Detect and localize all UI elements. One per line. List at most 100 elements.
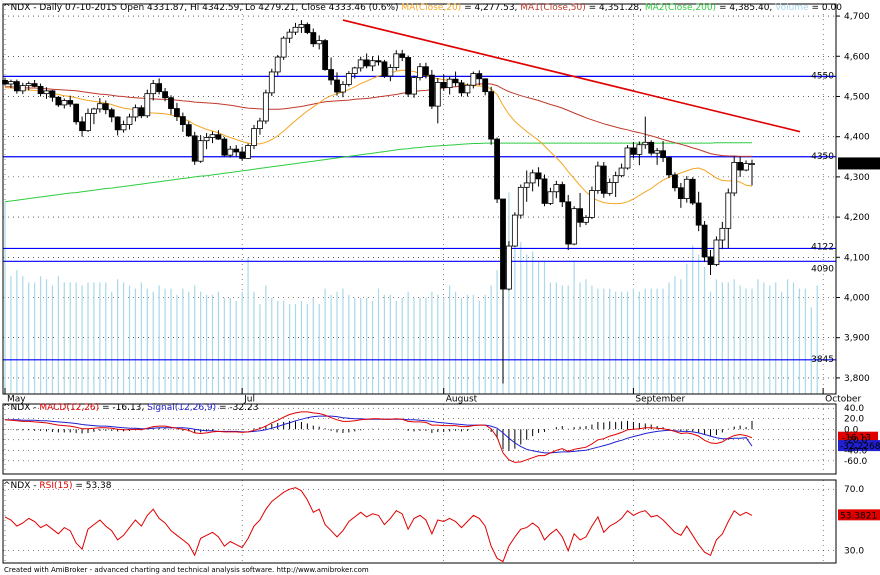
candle-body[interactable] [363, 59, 370, 67]
candle-body[interactable] [719, 227, 726, 241]
candle-body[interactable] [523, 182, 530, 188]
candle-body[interactable] [49, 90, 56, 98]
candle-body[interactable] [666, 157, 672, 176]
candle-body[interactable] [67, 100, 74, 105]
candle-body[interactable] [689, 178, 696, 204]
candle-body[interactable] [458, 82, 465, 94]
candle-body[interactable] [126, 116, 133, 126]
candle-body[interactable] [529, 172, 536, 184]
candle-body[interactable] [239, 151, 246, 159]
candle-body[interactable] [203, 137, 210, 142]
candle-body[interactable] [731, 162, 738, 194]
candle-body[interactable] [743, 163, 749, 171]
candle-body[interactable] [553, 184, 560, 193]
candle-body[interactable] [13, 81, 20, 92]
candle-body[interactable] [114, 116, 121, 131]
candle-body[interactable] [304, 24, 311, 33]
candle-body[interactable] [725, 192, 732, 229]
candle-body[interactable] [660, 150, 666, 158]
candle-body[interactable] [96, 103, 103, 110]
candle-body[interactable] [636, 144, 643, 155]
candle-body[interactable] [381, 61, 388, 77]
candle-body[interactable] [577, 208, 583, 223]
candle-body[interactable] [423, 66, 429, 76]
candle-body[interactable] [102, 103, 109, 111]
candle-body[interactable] [328, 69, 334, 81]
candle-body[interactable] [683, 178, 690, 199]
candle-body[interactable] [470, 73, 477, 86]
candle-body[interactable] [482, 78, 489, 93]
candle-body[interactable] [197, 140, 204, 162]
candle-body[interactable] [583, 217, 589, 223]
candle-body[interactable] [606, 182, 613, 194]
candle-body[interactable] [428, 74, 435, 107]
candle-body[interactable] [612, 175, 619, 183]
candle-body[interactable] [654, 150, 661, 154]
candle-body[interactable] [375, 60, 382, 63]
candle-body[interactable] [162, 91, 168, 99]
candle-body[interactable] [737, 162, 744, 171]
candle-body[interactable] [695, 202, 702, 226]
candle-body[interactable] [517, 186, 524, 216]
candle-body[interactable] [571, 208, 578, 245]
candle-body[interactable] [310, 32, 317, 45]
candle-body[interactable] [61, 100, 68, 106]
candle-body[interactable] [624, 147, 631, 169]
candle-body[interactable] [340, 84, 346, 93]
candle-body[interactable] [511, 214, 518, 247]
candle-body[interactable] [268, 71, 275, 94]
candle-body[interactable] [191, 135, 198, 162]
candle-body[interactable] [547, 191, 554, 204]
candle-body[interactable] [73, 103, 80, 123]
candle-body[interactable] [464, 84, 471, 94]
candle-body[interactable] [286, 31, 293, 39]
candle-body[interactable] [594, 165, 601, 191]
candle-body[interactable] [701, 224, 708, 258]
candle-body[interactable] [642, 141, 649, 146]
candle-body[interactable] [672, 174, 678, 189]
candle-body[interactable] [535, 172, 542, 180]
candle-body[interactable] [630, 147, 637, 155]
candle-body[interactable] [369, 60, 376, 67]
candle-body[interactable] [245, 145, 251, 159]
candle-body[interactable] [108, 109, 115, 118]
candle-body[interactable] [251, 128, 257, 146]
candle-body[interactable] [446, 78, 453, 89]
candle-body[interactable] [19, 85, 26, 92]
candle-body[interactable] [132, 107, 139, 118]
candle-body[interactable] [79, 121, 85, 132]
candle-body[interactable] [476, 73, 483, 80]
candle-body[interactable] [500, 198, 506, 290]
candle-body[interactable] [618, 167, 625, 177]
candle-body[interactable] [411, 77, 417, 95]
candle-body[interactable] [85, 112, 91, 132]
trendline[interactable] [342, 19, 801, 133]
candle-body[interactable] [274, 56, 281, 73]
candle-body[interactable] [120, 124, 127, 131]
candle-body[interactable] [387, 67, 394, 77]
candle-body[interactable] [31, 83, 38, 87]
candle-body[interactable] [209, 134, 216, 138]
candle-body[interactable] [749, 163, 755, 166]
candle-body[interactable] [262, 92, 269, 122]
candle-body[interactable] [221, 138, 228, 156]
candle-body[interactable] [559, 184, 566, 203]
candle-body[interactable] [8, 81, 14, 85]
candle-body[interactable] [648, 141, 655, 154]
candle-body[interactable] [440, 82, 447, 89]
candle-body[interactable] [393, 53, 400, 68]
candle-body[interactable] [91, 108, 97, 114]
candle-body[interactable] [322, 40, 329, 70]
candle-body[interactable] [43, 90, 50, 95]
candle-body[interactable] [399, 53, 406, 58]
candle-body[interactable] [156, 83, 163, 93]
candle-body[interactable] [677, 187, 684, 199]
candle-body[interactable] [174, 108, 180, 117]
candle-body[interactable] [55, 96, 62, 106]
candle-body[interactable] [150, 83, 157, 95]
candle-body[interactable] [179, 116, 186, 126]
candle-body[interactable] [37, 86, 44, 95]
candle-body[interactable] [494, 138, 500, 200]
candle-body[interactable] [298, 24, 305, 28]
